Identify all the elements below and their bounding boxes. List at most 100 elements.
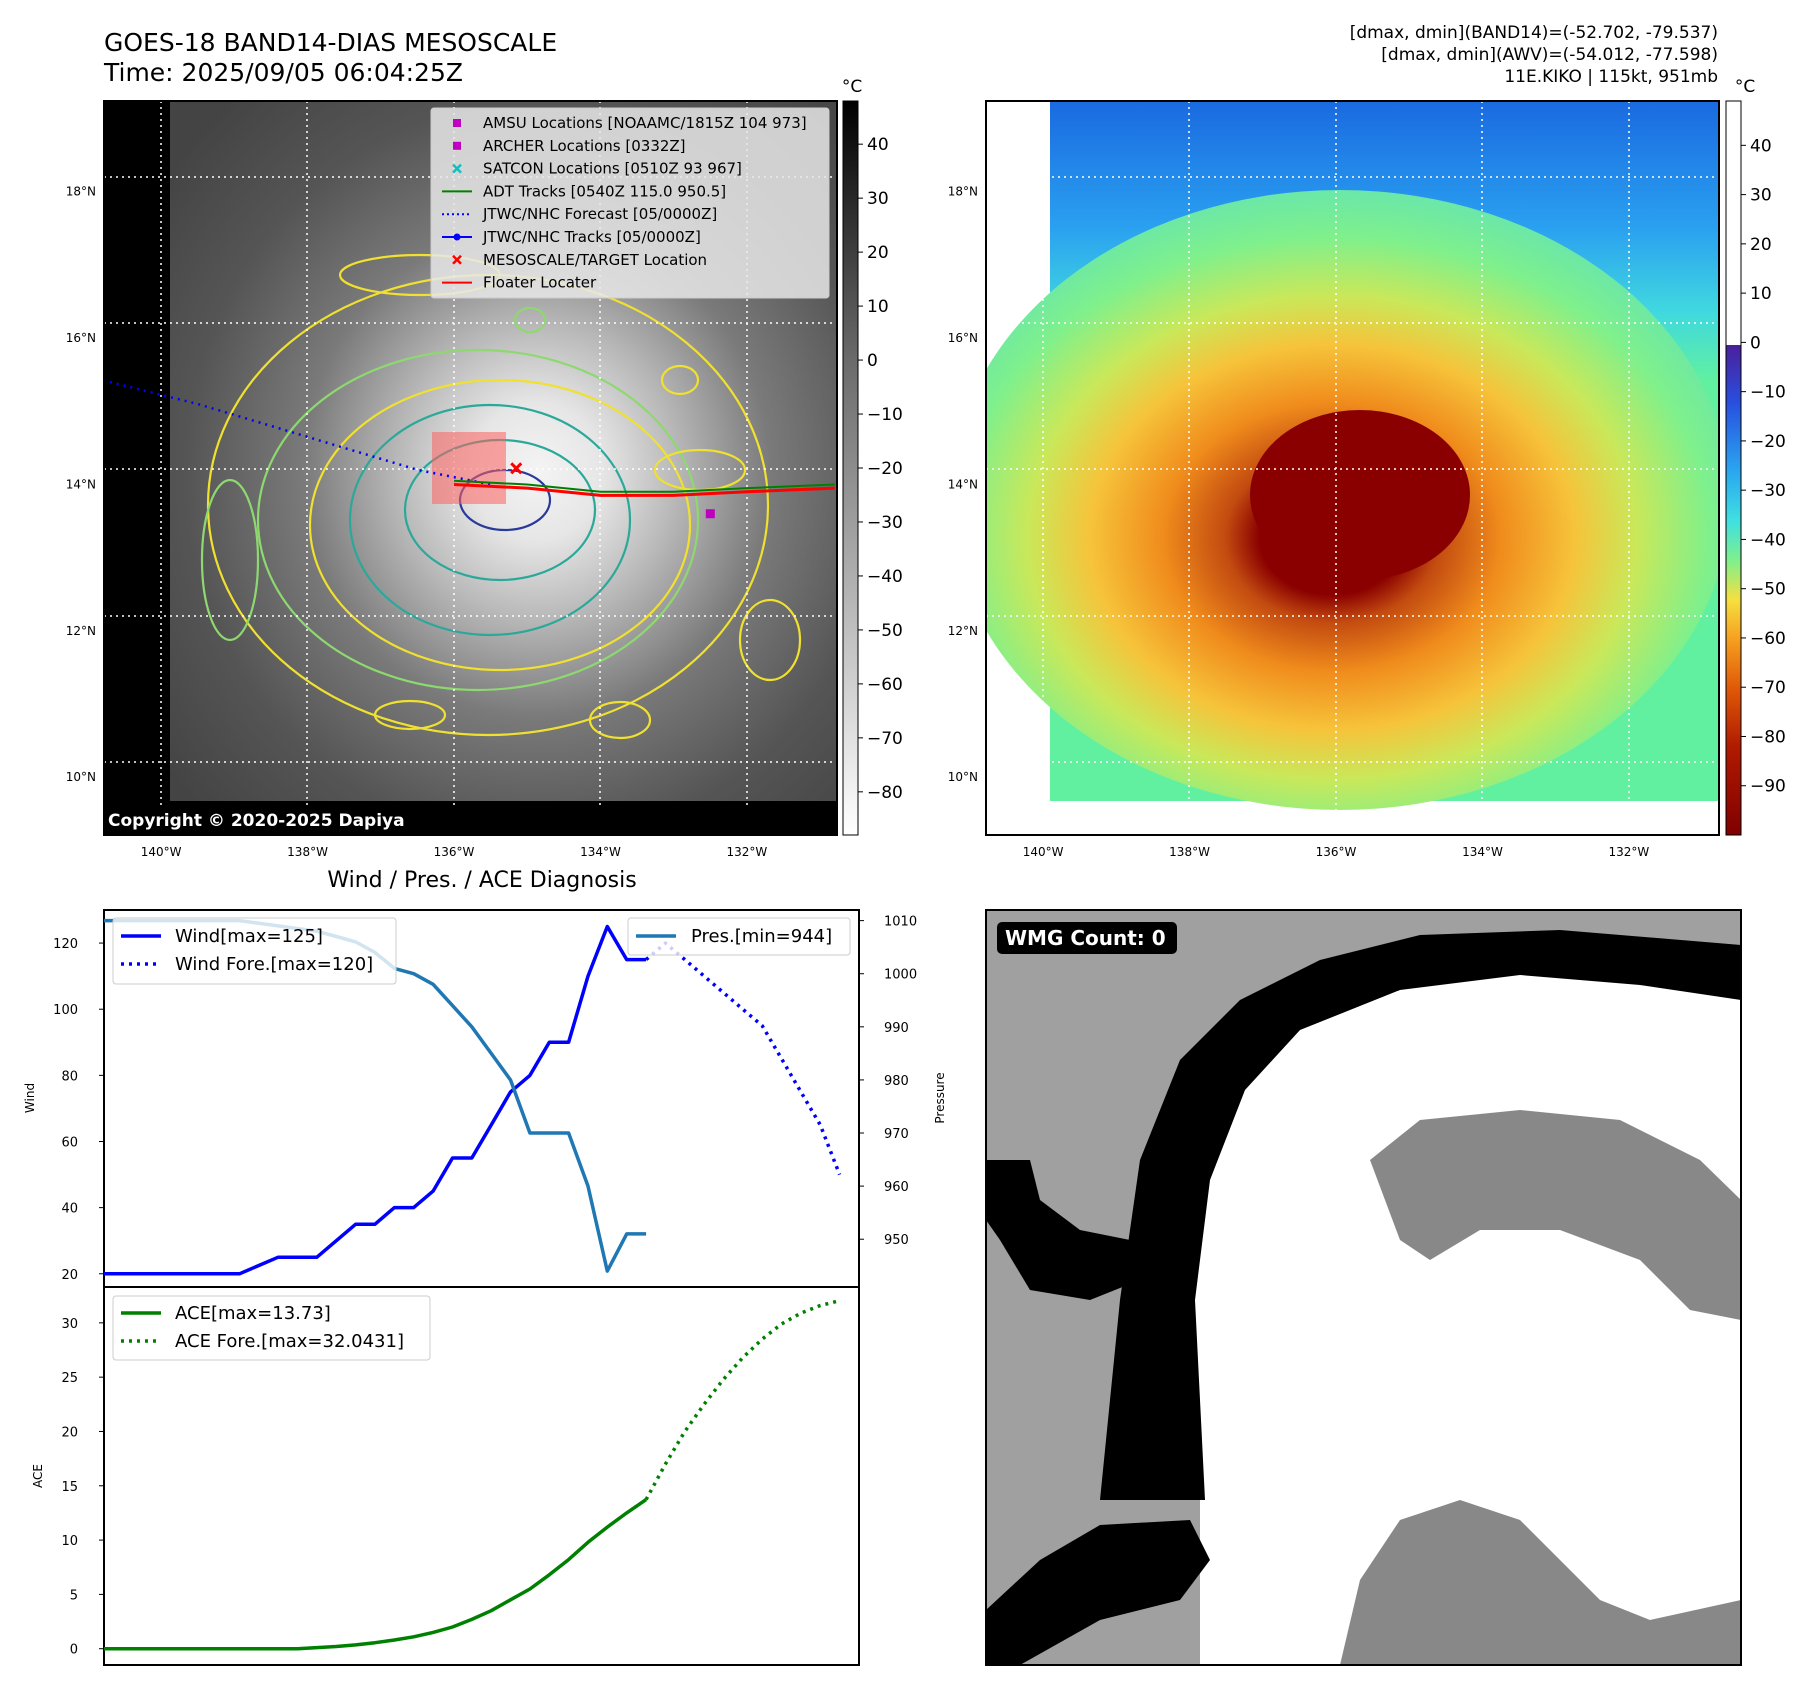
- legend-label: ADT Tracks [0540Z 115.0 950.5]: [483, 182, 726, 200]
- colorbar-tick-label: 10: [867, 297, 889, 317]
- awv-frame: [985, 100, 1720, 836]
- y-tick-label: 10: [61, 1534, 78, 1549]
- wind-y-ticks: 20 40 60 80 100 120: [53, 937, 104, 1283]
- wmg-label-bg: [997, 922, 1177, 954]
- lon-label: 136°W: [1316, 845, 1357, 859]
- awv-colorbar-ticks: 40 30 20 10 0 −10 −20 −30 −40 −50 −60 −70 −80 −90: [1741, 136, 1786, 797]
- legend-item: ADT Tracks [0540Z 115.0 950.5]: [442, 182, 726, 200]
- legend-item: MESOSCALE/TARGET Location: [452, 251, 707, 269]
- legend-item: Floater Locater: [442, 274, 597, 292]
- colorbar-tick-label: 30: [867, 189, 889, 209]
- ir-lat-labels: 18°N 16°N 14°N 12°N 10°N: [66, 185, 96, 784]
- colorbar-tick-label: −90: [1750, 777, 1786, 797]
- ace-legend-label: ACE[max=13.73]: [175, 1303, 331, 1324]
- legend-label: Floater Locater: [483, 274, 597, 292]
- y2-tick-label: 950: [884, 1233, 909, 1248]
- wmg-black-lower: [986, 1520, 1210, 1665]
- legend-label: SATCON Locations [0510Z 93 967]: [483, 160, 742, 178]
- ir-colorbar-ticks: 40 30 20 10 0 −10 −20 −30 −40 −50 −60 −70 −80: [858, 135, 903, 803]
- series-line: [104, 1498, 648, 1651]
- colorbar-tick-label: 40: [1750, 136, 1772, 156]
- colorbar-tick-label: −70: [867, 729, 903, 749]
- colorbar-tick-label: −70: [1750, 678, 1786, 698]
- ace-legend-box: [112, 1295, 431, 1361]
- y2-tick-label: 970: [884, 1127, 909, 1142]
- lat-label: 10°N: [66, 770, 96, 784]
- pressure-axis-label: Pressure: [933, 1072, 947, 1123]
- y-tick-label: 40: [61, 1202, 78, 1217]
- copyright-text: Copyright © 2020-2025 Dapiya: [108, 811, 405, 831]
- legend-item: AMSU Locations [NOAAMC/1815Z 104 973]: [453, 114, 807, 132]
- lon-label: 138°W: [287, 845, 328, 859]
- y2-tick-label: 980: [884, 1074, 909, 1089]
- awv-core: [1250, 410, 1470, 580]
- colorbar-tick-label: −30: [1750, 481, 1786, 501]
- ir-colorbar-unit: °C: [842, 77, 862, 97]
- y-tick-label: 120: [53, 937, 78, 952]
- y2-tick-label: 960: [884, 1180, 909, 1195]
- legend-dot: [453, 233, 461, 241]
- y-tick-label: 0: [70, 1643, 78, 1658]
- lat-label: 18°N: [66, 185, 96, 199]
- wind-forecast-legend-label: Wind Fore.[max=120]: [175, 954, 373, 975]
- colorbar-tick-label: 20: [867, 243, 889, 263]
- wmg-grey-lower: [1340, 1500, 1741, 1665]
- diag-title: Wind / Pres. / ACE Diagnosis: [327, 868, 636, 893]
- y2-tick-label: 1010: [884, 915, 917, 930]
- y-tick-label: 100: [53, 1003, 78, 1018]
- y-tick-label: 20: [61, 1268, 78, 1283]
- lat-label: 14°N: [948, 477, 978, 491]
- series-line: [104, 924, 647, 1276]
- colorbar-tick-label: −20: [867, 459, 903, 479]
- info-line2: [dmax, dmin](AWV)=(-54.012, -77.598): [1381, 45, 1718, 65]
- ace-y-ticks: 0 5 10 15 20 25 30: [61, 1317, 104, 1658]
- y2-tick-label: 1000: [884, 968, 917, 983]
- colorbar-tick-label: −80: [867, 783, 903, 803]
- target-cross-b: [510, 462, 523, 475]
- legend-label: JTWC/NHC Forecast [05/0000Z]: [482, 205, 717, 223]
- ir-legend: AMSU Locations [NOAAMC/1815Z 104 973] ARC…: [430, 107, 830, 299]
- colorbar-tick-label: −10: [1750, 383, 1786, 403]
- legend-item: ARCHER Locations [0332Z]: [453, 137, 686, 155]
- colorbar-tick-label: −60: [867, 675, 903, 695]
- pressure-y-ticks: 950 960 970 980 990 1000 1010: [859, 915, 917, 1248]
- lon-label: 132°W: [1609, 845, 1650, 859]
- lon-label: 134°W: [580, 845, 621, 859]
- awv-colorbar-unit: °C: [1735, 77, 1755, 97]
- amsu-marker: [705, 509, 715, 519]
- colorbar-tick-label: 0: [1750, 333, 1761, 353]
- lat-label: 18°N: [948, 185, 978, 199]
- awv-map: [986, 101, 1719, 835]
- observed-track: [453, 483, 835, 497]
- legend-square-marker: [453, 119, 461, 127]
- awv-colorbar-frame: [1725, 100, 1742, 836]
- lat-label: 12°N: [66, 624, 96, 638]
- wind-legend-label: Wind[max=125]: [175, 926, 323, 947]
- lat-label: 14°N: [66, 477, 96, 491]
- lat-label: 12°N: [948, 624, 978, 638]
- colorbar-tick-label: −40: [867, 567, 903, 587]
- awv-colorbar-bottom: [1726, 345, 1741, 835]
- colorbar-tick-label: 20: [1750, 235, 1772, 255]
- colorbar-tick-label: −50: [867, 621, 903, 641]
- colorbar-tick-label: 40: [867, 135, 889, 155]
- ir-legend-box: [430, 107, 830, 299]
- info-line3: 11E.KIKO | 115kt, 951mb: [1504, 67, 1718, 87]
- lat-label: 10°N: [948, 770, 978, 784]
- mesoscale-box: [432, 432, 506, 504]
- legend-x-marker: [452, 254, 462, 265]
- colorbar-tick-label: −60: [1750, 629, 1786, 649]
- copyright-bg: [104, 806, 837, 835]
- wmg-grey-inner: [1370, 1110, 1741, 1320]
- colorbar-tick-label: −10: [867, 405, 903, 425]
- wmg-black-left: [986, 1160, 1140, 1300]
- colorbar-tick-label: −30: [867, 513, 903, 533]
- y-tick-label: 15: [61, 1480, 78, 1495]
- legend-item: JTWC/NHC Forecast [05/0000Z]: [442, 205, 717, 223]
- ir-frame: [103, 100, 838, 836]
- legend-label: ARCHER Locations [0332Z]: [483, 137, 686, 155]
- wmg-panel: WMG Count: 0: [986, 910, 1741, 1665]
- wind-axis-label: Wind: [23, 1083, 37, 1113]
- lon-label: 140°W: [141, 845, 182, 859]
- awv-lat-labels: 18°N 16°N 14°N 12°N 10°N: [948, 185, 978, 784]
